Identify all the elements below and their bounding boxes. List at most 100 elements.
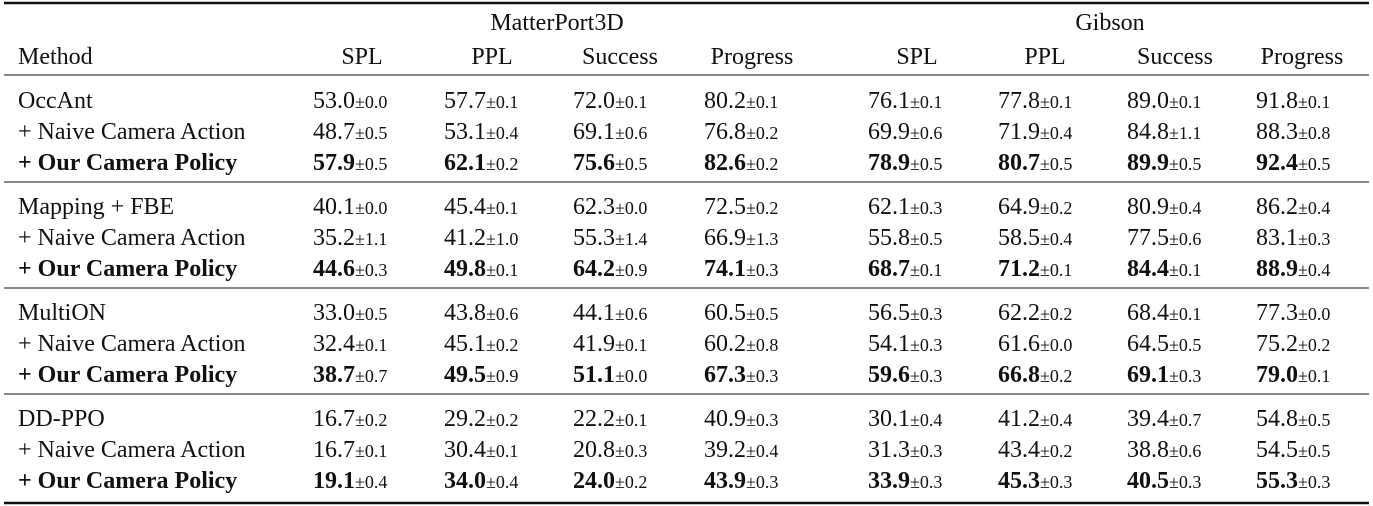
std: ±0.7 [1169, 410, 1201, 430]
cell: 55.3±1.4 [573, 225, 647, 251]
std: ±0.5 [1298, 441, 1330, 461]
cell: 68.7±0.1 [868, 256, 942, 282]
cell: 62.1±0.3 [868, 194, 942, 220]
mean: 68.4 [1127, 300, 1169, 326]
std: ±0.3 [1169, 472, 1201, 492]
mean: 55.8 [868, 225, 910, 251]
mean: 44.1 [573, 300, 615, 326]
mean: 62.1 [444, 150, 486, 176]
mean: 88.9 [1256, 256, 1298, 282]
cell: 54.1±0.3 [868, 331, 942, 357]
std: ±0.2 [1040, 441, 1072, 461]
mean: 29.2 [444, 406, 486, 432]
std: ±0.6 [910, 123, 942, 143]
mean: 72.0 [573, 88, 615, 114]
mean: 88.3 [1256, 119, 1298, 145]
cell: 16.7±0.1 [313, 437, 387, 463]
mean: 24.0 [573, 468, 615, 494]
std: ±0.1 [615, 335, 647, 355]
mean: 84.4 [1127, 256, 1169, 282]
mean: 62.1 [868, 194, 910, 220]
cell: 84.8±1.1 [1127, 119, 1201, 145]
cell: 56.5±0.3 [868, 300, 942, 326]
std: ±0.0 [615, 198, 647, 218]
std: ±0.3 [910, 472, 942, 492]
column-header: Method [18, 44, 93, 70]
std: ±0.1 [355, 441, 387, 461]
mean: 48.7 [313, 119, 355, 145]
mean: 43.9 [704, 468, 746, 494]
mean: 69.9 [868, 119, 910, 145]
cell: 54.5±0.5 [1256, 437, 1330, 463]
std: ±0.6 [1169, 441, 1201, 461]
mean: 41.2 [998, 406, 1040, 432]
cell: 79.0±0.1 [1256, 362, 1330, 388]
cell: 64.5±0.5 [1127, 331, 1201, 357]
std: ±0.3 [910, 335, 942, 355]
mean: 19.1 [313, 468, 355, 494]
mean: 77.5 [1127, 225, 1169, 251]
mean: 78.9 [868, 150, 910, 176]
mean: 68.7 [868, 256, 910, 282]
mean: 45.1 [444, 331, 486, 357]
cell: 34.0±0.4 [444, 468, 518, 494]
mean: 89.9 [1127, 150, 1169, 176]
std: ±0.1 [1169, 304, 1201, 324]
std: ±0.2 [1298, 335, 1330, 355]
std: ±0.1 [486, 92, 518, 112]
std: ±0.3 [910, 198, 942, 218]
cell: 71.9±0.4 [998, 119, 1072, 145]
std: ±0.6 [615, 304, 647, 324]
mean: 77.8 [998, 88, 1040, 114]
cell: 55.3±0.3 [1256, 468, 1330, 494]
mean: 80.9 [1127, 194, 1169, 220]
cell: 41.2±1.0 [444, 225, 518, 251]
std: ±0.5 [1040, 154, 1072, 174]
mean: 83.1 [1256, 225, 1298, 251]
method-name: Mapping + FBE [18, 194, 174, 220]
std: ±0.4 [746, 441, 778, 461]
std: ±0.9 [486, 366, 518, 386]
std: ±1.1 [355, 229, 387, 249]
mean: 75.6 [573, 150, 615, 176]
mean: 30.4 [444, 437, 486, 463]
cell: 39.2±0.4 [704, 437, 778, 463]
mean: 41.2 [444, 225, 486, 251]
std: ±1.4 [615, 229, 647, 249]
cell: 57.7±0.1 [444, 88, 518, 114]
mean: 35.2 [313, 225, 355, 251]
cell: 77.3±0.0 [1256, 300, 1330, 326]
std: ±1.0 [486, 229, 518, 249]
mean: 53.0 [313, 88, 355, 114]
mean: 62.3 [573, 194, 615, 220]
mean: 66.9 [704, 225, 746, 251]
std: ±0.1 [615, 92, 647, 112]
cell: 41.9±0.1 [573, 331, 647, 357]
cell: 72.0±0.1 [573, 88, 647, 114]
std: ±0.3 [746, 260, 778, 280]
std: ±0.8 [746, 335, 778, 355]
mean: 40.9 [704, 406, 746, 432]
std: ±0.6 [615, 123, 647, 143]
mean: 92.4 [1256, 150, 1298, 176]
mean: 31.3 [868, 437, 910, 463]
mean: 69.1 [1127, 362, 1169, 388]
cell: 91.8±0.1 [1256, 88, 1330, 114]
std: ±0.1 [746, 92, 778, 112]
std: ±0.4 [1298, 260, 1330, 280]
cell: 20.8±0.3 [573, 437, 647, 463]
std: ±0.2 [355, 410, 387, 430]
std: ±0.4 [1169, 198, 1201, 218]
cell: 55.8±0.5 [868, 225, 942, 251]
std: ±0.2 [746, 154, 778, 174]
cell: 43.8±0.6 [444, 300, 518, 326]
mean: 64.5 [1127, 331, 1169, 357]
std: ±0.5 [1169, 154, 1201, 174]
cell: 69.9±0.6 [868, 119, 942, 145]
mean: 51.1 [573, 362, 615, 388]
mean: 43.4 [998, 437, 1040, 463]
mean: 82.6 [704, 150, 746, 176]
method-name: MultiON [18, 300, 106, 326]
cell: 77.5±0.6 [1127, 225, 1201, 251]
std: ±0.6 [1169, 229, 1201, 249]
